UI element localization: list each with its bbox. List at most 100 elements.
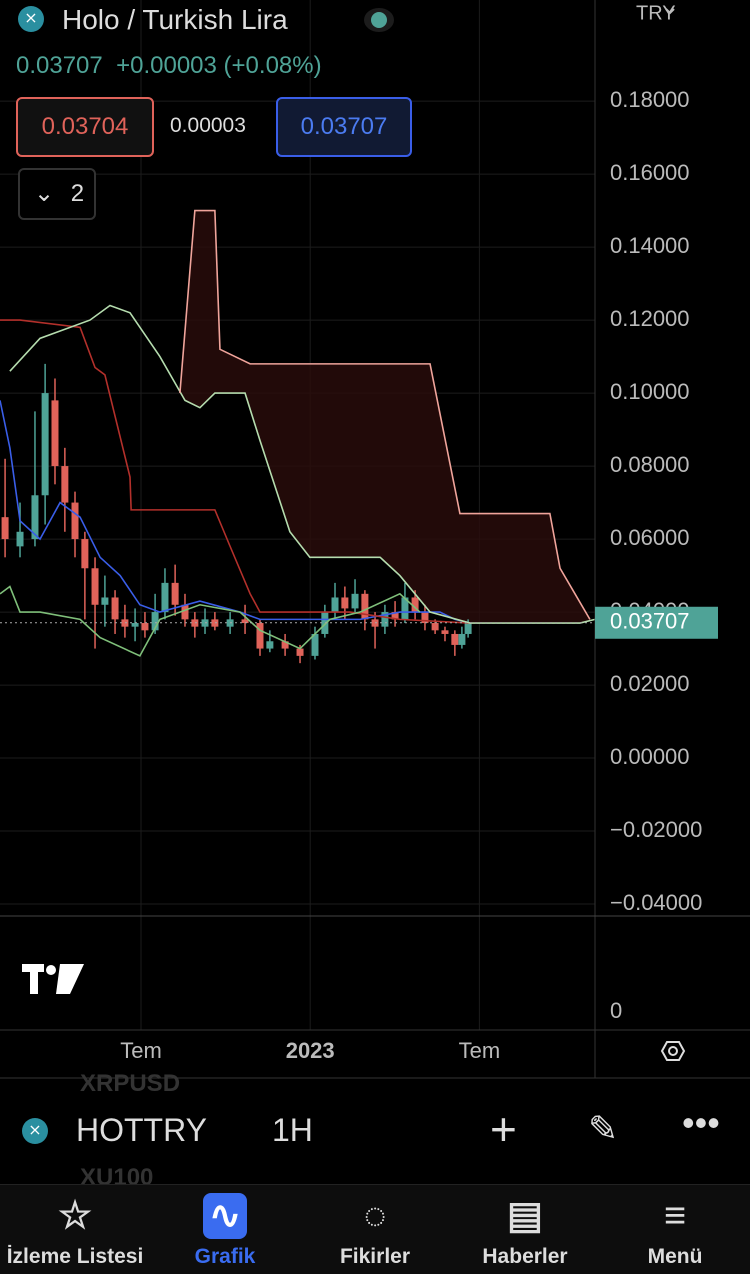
indicators-count: 2 (70, 180, 85, 207)
indicator-line (0, 400, 471, 624)
volume-tick-label: 0 (610, 998, 622, 1023)
candle-body (191, 619, 199, 627)
nav-label: Menü (647, 1245, 703, 1268)
interval[interactable]: 1H (272, 1112, 313, 1148)
candle-body (381, 612, 389, 627)
candle-body (411, 597, 419, 613)
candle-body (458, 633, 466, 645)
x-tick-label: Tem (120, 1038, 162, 1063)
x-tick-label: Tem (459, 1038, 501, 1063)
indicator-line (0, 319, 471, 624)
nav-icon: ◌ (363, 1195, 387, 1237)
candle-body (81, 539, 89, 569)
y-tick-label: 0.08000 (610, 452, 690, 477)
toolbar: XRPUSD XU100 ⨯ HOTTRY 1H + ✎ ••• (0, 1070, 750, 1191)
bottom-nav: ☆ İzleme Listesi ∿ Grafik ◌ Fikirler ▤ Haberler… (0, 1184, 750, 1274)
indicator-line (179, 209, 591, 620)
candle-body (151, 612, 159, 631)
chart: TRY Tem 2023 Tem −0.04000 −0.02000 0.00000 0.0… (0, 0, 750, 1080)
add-button[interactable]: + (490, 1103, 517, 1155)
price: 0.03707 (16, 52, 103, 79)
cloud (179, 210, 595, 624)
candle-body (61, 466, 69, 503)
nav-icon: ☆ (57, 1195, 93, 1237)
candle-body (331, 597, 339, 613)
candle-body (211, 619, 219, 627)
symbol-title: Holo / Turkish Lira (62, 4, 288, 35)
x-tick-label: 2023 (286, 1038, 335, 1063)
coin-icon: ⨯ (18, 6, 44, 32)
candle-body (1, 517, 9, 540)
candle-body (431, 623, 439, 631)
nav-label: Haberler (482, 1245, 568, 1268)
candle-body (421, 612, 429, 624)
symbol[interactable]: HOTTRY (76, 1112, 207, 1148)
indicator-line (0, 585, 421, 657)
candle-body (391, 612, 399, 620)
y-tick-label: 0.18000 (610, 87, 690, 112)
candle-body (141, 623, 149, 631)
y-tick-label: 0.14000 (610, 233, 690, 258)
candle-body (41, 393, 49, 496)
candle-body (131, 623, 139, 627)
y-tick-label: 0.00000 (610, 744, 690, 769)
candle-body (266, 641, 274, 649)
candle-body (161, 582, 169, 613)
candle-body (31, 495, 39, 540)
nav-label: Fikirler (339, 1245, 411, 1268)
candle-body (311, 633, 319, 656)
candle-body (121, 619, 129, 627)
nav-item[interactable]: ∿ Grafik (150, 1193, 300, 1269)
candle-body (321, 612, 329, 634)
settings-icon[interactable] (660, 1041, 686, 1061)
y-tick-label: 0.10000 (610, 379, 690, 404)
currency[interactable]: TRY (636, 2, 676, 24)
last-price-label: 0.03707 (610, 609, 690, 634)
candle-body (281, 641, 289, 649)
y-tick-label: 0.16000 (610, 160, 690, 185)
y-tick-label: 0.12000 (610, 306, 690, 331)
more-button[interactable]: ••• (682, 1102, 720, 1143)
status (364, 8, 394, 32)
nav-icon: ∿ (203, 1193, 247, 1239)
indicator-line (9, 304, 596, 624)
candle-body (71, 502, 79, 540)
buy-button[interactable]: 0.03707 (276, 97, 412, 157)
candle-body (181, 604, 189, 620)
indicators-toggle[interactable]: ⌄ 2 (18, 168, 96, 220)
nav-icon: ≡ (663, 1195, 687, 1237)
candle-body (451, 633, 459, 645)
change: +0.00003 (+0.08%) (116, 52, 322, 79)
prev-symbol: XRPUSD (80, 1070, 181, 1097)
nav-item[interactable]: ◌ Fikirler (300, 1193, 450, 1269)
nav-item[interactable]: ☆ İzleme Listesi (0, 1193, 150, 1269)
y-tick-label: −0.04000 (610, 890, 702, 915)
candle-body (101, 597, 109, 605)
sell-button[interactable]: 0.03704 (16, 97, 154, 157)
nav-item[interactable]: ≡ Menü (600, 1193, 750, 1269)
last-price-box (595, 606, 718, 639)
candle-body (256, 623, 264, 649)
plot (0, 0, 596, 1030)
candle-body (401, 597, 409, 620)
candle-body (441, 630, 449, 634)
candle-body (171, 582, 179, 605)
nav-icon: ▤ (507, 1195, 543, 1237)
draw-button[interactable]: ✎ (588, 1108, 619, 1149)
candle-body (464, 622, 472, 634)
y-tick-label: 0.02000 (610, 671, 690, 696)
candle-body (361, 593, 369, 620)
nav-item[interactable]: ▤ Haberler (450, 1193, 600, 1269)
candle-body (111, 597, 119, 620)
nav-label: Grafik (194, 1245, 256, 1268)
tv-logo (22, 964, 84, 994)
spread: 0.00003 (170, 114, 246, 137)
candle-body (296, 648, 304, 656)
candle-body (91, 568, 99, 605)
chevron (665, 8, 675, 15)
candle-body (351, 593, 359, 609)
nav-label: İzleme Listesi (6, 1245, 144, 1268)
y-tick-label: 0.06000 (610, 525, 690, 550)
candle-body (241, 619, 249, 624)
